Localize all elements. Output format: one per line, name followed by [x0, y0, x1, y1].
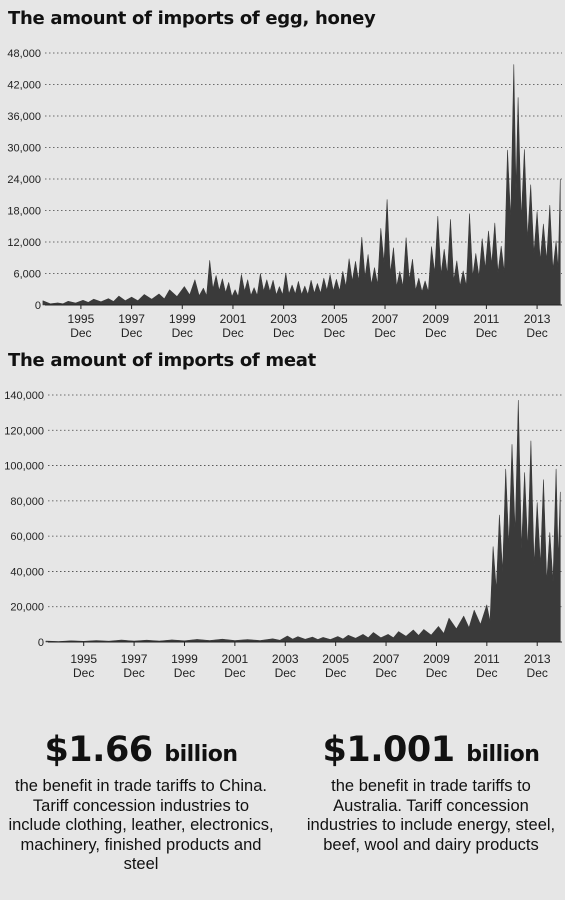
meat-y-tick-label: 0: [38, 637, 44, 649]
egg-honey-x-tick-year: 1995: [68, 312, 95, 326]
australia-benefit-description: the benefit in trade tariffs to Australi…: [306, 777, 556, 854]
china-benefit-value: $1.66: [44, 730, 153, 770]
china-benefit-unit: billion: [164, 742, 238, 767]
egg-honey-area-series: [42, 64, 561, 306]
egg-honey-x-tick-year: 2011: [473, 312, 499, 326]
meat-x-tick-month: Dec: [325, 666, 346, 680]
meat-y-tick-label: 20,000: [10, 602, 44, 614]
egg-honey-y-tick-label: 30,000: [7, 143, 41, 155]
meat-x-tick-month: Dec: [275, 666, 296, 680]
egg-honey-x-tick-month: Dec: [121, 326, 142, 340]
china-benefit-description: the benefit in trade tariffs to China. T…: [8, 777, 274, 873]
meat-chart-title: The amount of imports of meat: [8, 350, 316, 371]
meat-x-tick-year: 2005: [322, 652, 349, 666]
meat-y-tick-label: 120,000: [4, 425, 44, 437]
meat-x-tick-month: Dec: [224, 666, 245, 680]
egg-honey-y-tick-label: 48,000: [7, 48, 41, 60]
egg-honey-x-tick-month: Dec: [172, 326, 193, 340]
china-benefit-stat: $1.66 billion the benefit in trade tarif…: [6, 728, 276, 875]
meat-x-tick-month: Dec: [123, 666, 144, 680]
australia-benefit-stat: $1.001 billion the benefit in trade tari…: [296, 728, 565, 855]
meat-y-tick-label: 40,000: [10, 566, 44, 578]
egg-honey-area-chart: 0 6,000 12,000 18,000 24,000 30,000 36,000 42,0…: [7, 48, 562, 340]
meat-x-tick-year: 2013: [524, 652, 551, 666]
egg-honey-chart-title: The amount of imports of egg, honey: [8, 8, 376, 29]
egg-honey-y-tick-label: 12,000: [7, 237, 41, 249]
egg-honey-y-tick-label: 36,000: [7, 111, 41, 123]
meat-x-tick-year: 2007: [373, 652, 400, 666]
meat-x-tick-month: Dec: [426, 666, 447, 680]
egg-honey-x-tick-year: 2005: [321, 312, 348, 326]
tariff-benefit-stats: $1.66 billion the benefit in trade tarif…: [0, 728, 565, 900]
egg-honey-x-tick-month: Dec: [476, 326, 497, 340]
australia-benefit-unit: billion: [466, 742, 540, 767]
australia-benefit-value-line: $1.001 billion: [296, 728, 565, 777]
china-benefit-value-line: $1.66 billion: [6, 728, 276, 777]
meat-area-chart: 0 20,000 40,000 60,000 80,000 100,000 120,000 1…: [4, 390, 562, 680]
egg-honey-x-tick-month: Dec: [273, 326, 294, 340]
egg-honey-x-tick-year: 2013: [524, 312, 551, 326]
egg-honey-y-tick-label: 6,000: [13, 269, 41, 281]
meat-chart-block: The amount of imports of meat 0 20,000 40,…: [0, 350, 565, 690]
meat-y-tick-label: 80,000: [10, 496, 44, 508]
meat-x-tick-year: 2011: [474, 652, 500, 666]
meat-x-tick-month: Dec: [73, 666, 94, 680]
meat-x-tick-year: 1997: [121, 652, 148, 666]
egg-honey-x-tick-year: 2003: [270, 312, 297, 326]
egg-honey-x-tick-month: Dec: [222, 326, 243, 340]
meat-x-tick-month: Dec: [174, 666, 195, 680]
meat-x-tick-year: 1999: [171, 652, 198, 666]
australia-benefit-value: $1.001: [322, 730, 456, 770]
egg-honey-x-tick-month: Dec: [70, 326, 91, 340]
meat-y-tick-label: 100,000: [4, 461, 44, 473]
meat-x-tick-month: Dec: [375, 666, 396, 680]
egg-honey-y-tick-label: 0: [35, 300, 41, 312]
meat-x-tick-month: Dec: [476, 666, 497, 680]
meat-x-tick-year: 2001: [222, 652, 249, 666]
egg-honey-y-tick-label: 42,000: [7, 80, 41, 92]
egg-honey-x-tick-year: 2009: [422, 312, 449, 326]
egg-honey-x-tick-month: Dec: [526, 326, 547, 340]
egg-honey-x-tick-year: 1999: [169, 312, 196, 326]
meat-area-series: [45, 400, 561, 643]
meat-x-tick-year: 1995: [70, 652, 97, 666]
egg-honey-x-tick-month: Dec: [324, 326, 345, 340]
egg-honey-chart-block: The amount of imports of egg, honey 0 6,0…: [0, 8, 565, 340]
egg-honey-y-tick-label: 24,000: [7, 174, 41, 186]
egg-honey-x-tick-month: Dec: [425, 326, 446, 340]
meat-y-tick-label: 60,000: [10, 531, 44, 543]
egg-honey-x-tick-year: 1997: [118, 312, 145, 326]
egg-honey-x-tick-year: 2007: [372, 312, 399, 326]
egg-honey-y-tick-label: 18,000: [7, 206, 41, 218]
meat-x-tick-year: 2009: [423, 652, 450, 666]
meat-x-tick-year: 2003: [272, 652, 299, 666]
meat-x-tick-month: Dec: [527, 666, 548, 680]
egg-honey-x-tick-month: Dec: [374, 326, 395, 340]
egg-honey-x-tick-year: 2001: [220, 312, 247, 326]
meat-y-tick-label: 140,000: [4, 390, 44, 402]
